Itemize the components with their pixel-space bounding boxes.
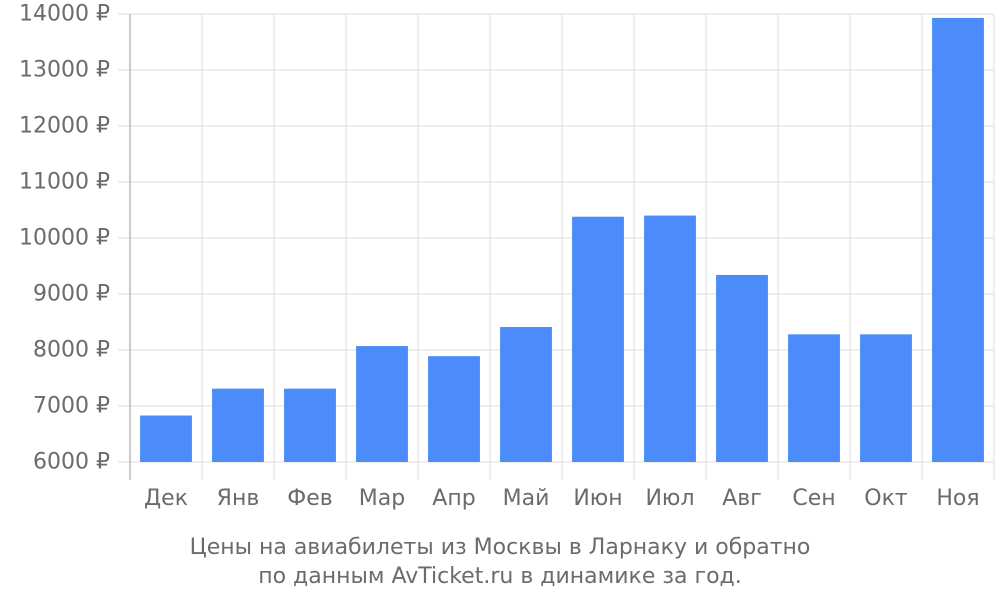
x-tick-label: Апр — [432, 486, 475, 511]
x-tick-label: Июн — [573, 486, 622, 511]
bar-2 — [212, 388, 264, 462]
grid — [118, 13, 995, 480]
y-tick-label: 10000 ₽ — [19, 226, 110, 251]
y-tick-label: 9000 ₽ — [33, 282, 110, 307]
chart-caption-line-2: по данным AvTicket.ru в динамике за год. — [258, 564, 742, 589]
y-tick-label: 8000 ₽ — [33, 338, 110, 363]
x-tick-label: Сен — [792, 486, 835, 511]
x-tick-label: Авг — [722, 486, 762, 511]
x-tick-label: Ноя — [936, 486, 979, 511]
bar-11 — [860, 334, 912, 462]
y-tick-label: 12000 ₽ — [19, 114, 110, 139]
chart-caption-line-1: Цены на авиабилеты из Москвы в Ларнаку и… — [189, 535, 811, 560]
bar-9 — [716, 274, 768, 462]
y-tick-label: 14000 ₽ — [19, 2, 110, 27]
x-tick-label: Дек — [144, 486, 188, 511]
y-tick-label: 6000 ₽ — [33, 450, 110, 475]
x-tick-labels: Дек Янв Фев Мар Апр Май Июн Июл Авг Сен Окт Ноя — [144, 486, 980, 511]
x-tick-label: Июл — [645, 486, 694, 511]
bar-3 — [284, 388, 336, 462]
x-tick-label: Мар — [359, 486, 405, 511]
x-tick-label: Янв — [217, 486, 260, 511]
y-tick-label: 11000 ₽ — [19, 170, 110, 195]
bar-10 — [788, 334, 840, 462]
bar-6 — [500, 327, 552, 462]
bars — [140, 17, 984, 462]
y-tick-labels: 6000 ₽ 7000 ₽ 8000 ₽ 9000 ₽ 10000 ₽ 11000 ₽ 12… — [19, 2, 110, 475]
bar-12 — [932, 17, 984, 462]
y-tick-label: 13000 ₽ — [19, 58, 110, 83]
bar-5 — [428, 356, 480, 462]
bar-7 — [572, 216, 624, 462]
y-tick-label: 7000 ₽ — [33, 394, 110, 419]
x-tick-label: Окт — [864, 486, 908, 511]
bar-8 — [644, 215, 696, 462]
x-tick-label: Май — [503, 486, 550, 511]
bar-1 — [140, 415, 192, 462]
bar-4 — [356, 346, 408, 462]
x-tick-label: Фев — [287, 486, 332, 511]
